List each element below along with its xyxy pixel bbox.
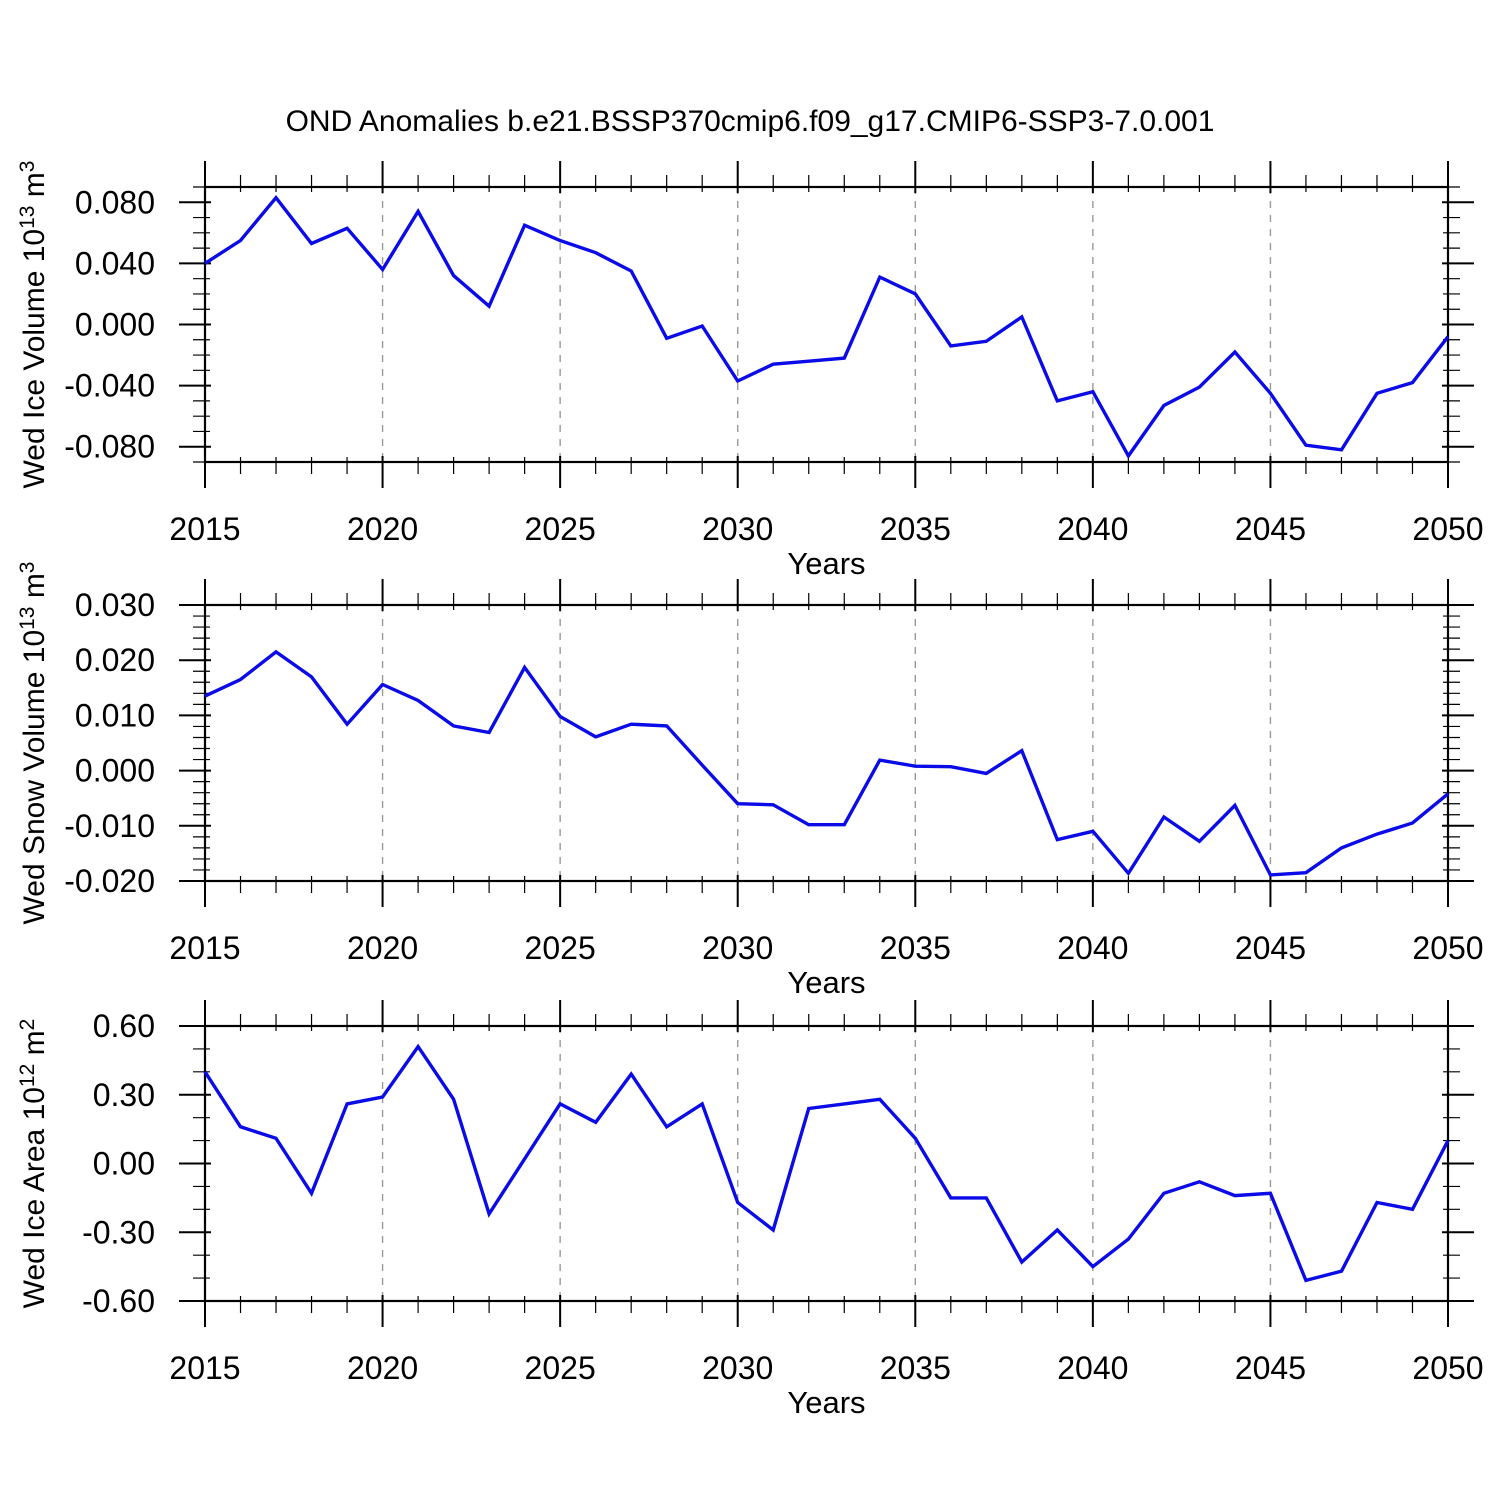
- x-axis-title: Years: [787, 1385, 865, 1420]
- x-ticks: [204, 1000, 1449, 1327]
- panel-2: 0.030 0.020 0.010 0.000 -0.010 -0.020 2015 2020…: [16, 562, 1484, 1001]
- y-tick-label: 0.60: [93, 1008, 155, 1044]
- x-tick-label: 2050: [1412, 511, 1483, 547]
- x-tick-label: 2035: [880, 1350, 951, 1386]
- plot-frame: [203, 185, 1450, 464]
- y-tick-label: 0.040: [75, 245, 155, 281]
- x-tick-label: 2045: [1235, 511, 1306, 547]
- x-tick-label: 2035: [880, 511, 951, 547]
- y-tick-label: 0.000: [75, 307, 155, 343]
- y-tick-label: -0.010: [64, 808, 155, 844]
- x-tick-label: 2025: [525, 930, 596, 966]
- panel-1: 0.080 0.040 0.000 -0.040 -0.080 2015 2020 2025 2…: [16, 161, 1484, 581]
- y-ticks: [179, 604, 1474, 882]
- data-line: [203, 1043, 1450, 1283]
- gridlines: [381, 187, 1272, 462]
- x-tick-label: 2045: [1235, 1350, 1306, 1386]
- x-tick-label: 2030: [702, 1350, 773, 1386]
- x-tick-label: 2050: [1412, 1350, 1483, 1386]
- x-tick-label: 2030: [702, 930, 773, 966]
- panel-3: 0.60 0.30 0.00 -0.30 -0.60 2015 2020 2025 2030 20…: [16, 1000, 1484, 1420]
- x-tick-label: 2020: [347, 1350, 418, 1386]
- plot-frame: [203, 1024, 1450, 1303]
- x-tick-label: 2015: [169, 1350, 240, 1386]
- y-tick-label: 0.30: [93, 1077, 155, 1113]
- y-axis-title: Wed Snow Volume 1013 m3: [16, 562, 51, 925]
- x-ticks: [204, 161, 1449, 488]
- x-ticks: [204, 579, 1449, 907]
- y-ticks: [179, 186, 1474, 463]
- y-tick-label: -0.080: [64, 429, 155, 465]
- chart-title: OND Anomalies b.e21.BSSP370cmip6.f09_g17…: [286, 105, 1215, 138]
- x-tick-label: 2030: [702, 511, 773, 547]
- y-tick-label: 0.010: [75, 697, 155, 733]
- y-ticks: [179, 1025, 1474, 1302]
- x-tick-label: 2040: [1057, 930, 1128, 966]
- y-tick-label: 0.080: [75, 184, 155, 220]
- data-line: [204, 194, 1450, 460]
- y-tick-label: -0.60: [82, 1283, 155, 1319]
- x-tick-label: 2020: [347, 930, 418, 966]
- y-tick-label: 0.030: [75, 587, 155, 623]
- y-tick-label: 0.020: [75, 642, 155, 678]
- plot-frame: [203, 603, 1450, 883]
- y-tick-label: -0.30: [82, 1214, 155, 1250]
- x-tick-label: 2020: [347, 511, 418, 547]
- x-tick-label: 2040: [1057, 1350, 1128, 1386]
- y-tick-label: 0.00: [93, 1146, 155, 1182]
- x-tick-label: 2045: [1235, 930, 1306, 966]
- gridlines: [381, 605, 1272, 881]
- y-axis-title: Wed Ice Volume 1013 m3: [16, 161, 51, 489]
- gridlines: [381, 1026, 1272, 1301]
- x-tick-label: 2015: [169, 930, 240, 966]
- x-tick-label: 2035: [880, 930, 951, 966]
- x-tick-label: 2025: [525, 1350, 596, 1386]
- y-tick-label: -0.020: [64, 863, 155, 899]
- y-tick-label: -0.040: [64, 368, 155, 404]
- data-line: [204, 649, 1450, 877]
- x-tick-label: 2040: [1057, 511, 1128, 547]
- x-tick-label: 2015: [169, 511, 240, 547]
- y-axis-title: Wed Ice Area 1012 m2: [16, 1019, 51, 1309]
- x-axis-title: Years: [787, 965, 865, 1000]
- x-tick-label: 2050: [1412, 930, 1483, 966]
- x-axis-title: Years: [787, 546, 865, 581]
- x-tick-label: 2025: [525, 511, 596, 547]
- y-tick-label: 0.000: [75, 753, 155, 789]
